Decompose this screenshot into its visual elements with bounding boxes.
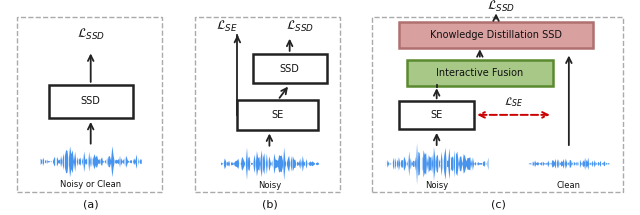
FancyBboxPatch shape	[237, 100, 318, 130]
Text: Noisy: Noisy	[425, 181, 448, 190]
Text: (b): (b)	[262, 200, 277, 209]
Text: SSD: SSD	[81, 96, 100, 106]
FancyBboxPatch shape	[49, 85, 133, 118]
Text: $\mathcal{L}_{SSD}$: $\mathcal{L}_{SSD}$	[487, 0, 515, 14]
Text: SE: SE	[431, 110, 443, 120]
Text: Knowledge Distillation SSD: Knowledge Distillation SSD	[430, 30, 562, 40]
Text: $\mathcal{L}_{SSD}$: $\mathcal{L}_{SSD}$	[77, 27, 105, 42]
FancyBboxPatch shape	[399, 22, 593, 48]
Text: SE: SE	[272, 110, 284, 120]
Text: SSD: SSD	[280, 63, 300, 74]
FancyBboxPatch shape	[407, 60, 553, 86]
Text: (a): (a)	[83, 200, 99, 209]
FancyBboxPatch shape	[253, 54, 327, 83]
Text: (c): (c)	[492, 200, 506, 209]
Text: $\mathcal{L}_{SSD}$: $\mathcal{L}_{SSD}$	[285, 19, 314, 34]
Text: Noisy or Clean: Noisy or Clean	[60, 180, 121, 189]
Text: Clean: Clean	[557, 181, 581, 190]
FancyBboxPatch shape	[17, 17, 161, 192]
Text: Noisy: Noisy	[258, 181, 281, 190]
Text: $\mathcal{L}_{SE}$: $\mathcal{L}_{SE}$	[216, 19, 238, 34]
FancyBboxPatch shape	[195, 17, 340, 192]
FancyBboxPatch shape	[372, 17, 623, 192]
FancyBboxPatch shape	[399, 101, 474, 129]
Text: $\mathcal{L}_{SE}$: $\mathcal{L}_{SE}$	[504, 95, 524, 109]
Text: Interactive Fusion: Interactive Fusion	[436, 68, 524, 78]
